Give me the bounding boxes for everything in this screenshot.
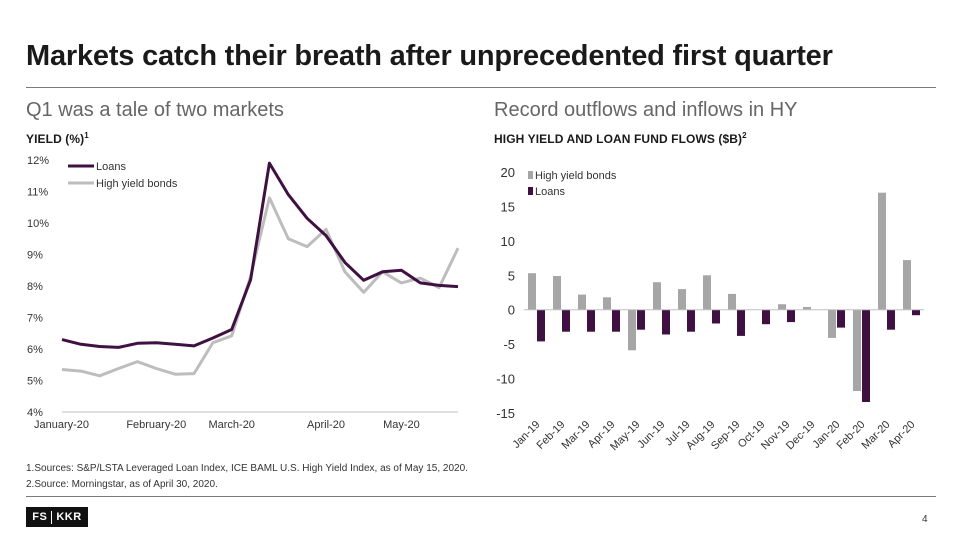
fund-flows-bar-chart: -15-10-505101520Jan-19Feb-19Mar-19Apr-19… xyxy=(496,165,924,453)
y-tick-label: 5% xyxy=(27,376,43,388)
x-tick-label: Apr-20 xyxy=(886,419,918,451)
hy-bar xyxy=(528,273,536,310)
x-tick-label: Jun-19 xyxy=(635,419,667,451)
legend-label: High yield bonds xyxy=(96,178,178,190)
footnotes: 1.Sources: S&P/LSTA Leveraged Loan Index… xyxy=(26,461,468,493)
hy-bar xyxy=(853,309,861,391)
y-tick-label: 0 xyxy=(508,303,515,318)
yield-line-chart: 4% 5% 6% 7% 8% 9% 10% 11% 12% January-20 February-… xyxy=(27,155,460,431)
x-tick-label: Mar-20 xyxy=(859,419,892,452)
loans-bar xyxy=(912,309,920,316)
x-tick-label: May-20 xyxy=(383,419,420,431)
left-subtitle: Q1 was a tale of two markets xyxy=(26,99,284,121)
hy-bar xyxy=(628,309,636,351)
hy-bar xyxy=(553,276,561,310)
hy-bar xyxy=(778,304,786,310)
left-caption-text: YIELD (%) xyxy=(26,132,85,146)
loans-bar xyxy=(562,309,570,332)
hy-bar xyxy=(678,289,686,310)
footnote-2: 2.Source: Morningstar, as of April 30, 2… xyxy=(26,479,218,490)
y-tick-label: 12% xyxy=(27,155,49,167)
left-caption-footnote-ref: 1 xyxy=(84,131,89,140)
y-tick-label: 10% xyxy=(27,218,49,230)
logo-separator xyxy=(51,510,53,524)
y-tick-label: 4% xyxy=(27,407,43,419)
y-tick-label: -15 xyxy=(496,406,515,421)
loans-line xyxy=(61,161,459,349)
loans-bar xyxy=(737,309,745,336)
legend-label: High yield bonds xyxy=(535,170,617,182)
y-tick-label: -10 xyxy=(496,372,515,387)
loans-bar xyxy=(637,309,645,330)
loans-bar xyxy=(662,309,670,335)
page-number: 4 xyxy=(922,514,928,525)
page-title: Markets catch their breath after unprece… xyxy=(26,40,833,72)
loans-bar xyxy=(887,309,895,330)
y-tick-label: 8% xyxy=(27,281,43,293)
x-tick-label: February-20 xyxy=(126,419,186,431)
legend-label: Loans xyxy=(535,186,565,198)
left-chart-caption: YIELD (%)1 xyxy=(26,131,89,146)
hy-bar xyxy=(728,293,736,310)
hy-bar xyxy=(653,282,661,310)
right-caption-footnote-ref: 2 xyxy=(742,131,747,140)
y-tick-label: 6% xyxy=(27,344,43,356)
y-tick-label: 11% xyxy=(27,187,48,199)
x-tick-label: April-20 xyxy=(307,419,345,431)
hy-bar xyxy=(578,294,586,310)
loans-bar xyxy=(862,309,870,402)
high-yield-line xyxy=(61,196,460,378)
loans-bar xyxy=(837,309,845,328)
loans-bar xyxy=(587,309,595,332)
y-tick-label: 10 xyxy=(501,234,515,249)
logo-text-kkr: KKR xyxy=(56,511,82,523)
x-tick-label: March-20 xyxy=(208,419,254,431)
loans-bar xyxy=(612,309,620,332)
fs-kkr-logo: FS KKR xyxy=(26,507,88,527)
x-tick-label: January-20 xyxy=(34,419,89,431)
loans-bar xyxy=(712,309,720,324)
hy-bar xyxy=(803,307,811,310)
y-tick-label: 20 xyxy=(501,165,515,180)
loans-bar xyxy=(762,309,770,325)
hy-bar xyxy=(903,260,911,310)
hy-bar xyxy=(703,275,711,310)
footnote-1: 1.Sources: S&P/LSTA Leveraged Loan Index… xyxy=(26,463,468,474)
right-chart-caption: HIGH YIELD AND LOAN FUND FLOWS ($B)2 xyxy=(494,131,747,146)
y-tick-label: 5 xyxy=(508,268,515,283)
hy-bar xyxy=(603,297,611,310)
hy-bar xyxy=(878,192,886,310)
y-tick-label: 9% xyxy=(27,250,43,262)
x-tick-label: Mar-19 xyxy=(559,419,592,452)
footer-divider xyxy=(26,496,936,497)
hy-bar xyxy=(828,309,836,338)
y-tick-label: 15 xyxy=(501,199,515,214)
right-subtitle: Record outflows and inflows in HY xyxy=(494,99,798,121)
logo-text-fs: FS xyxy=(32,511,48,523)
legend-swatch xyxy=(528,187,533,195)
y-tick-label: -5 xyxy=(503,337,515,352)
loans-bar xyxy=(687,309,695,332)
y-tick-label: 7% xyxy=(27,313,43,325)
legend-swatch xyxy=(528,171,533,179)
right-caption-text: HIGH YIELD AND LOAN FUND FLOWS ($B) xyxy=(494,132,743,146)
loans-bar xyxy=(537,309,545,342)
title-divider xyxy=(26,87,936,88)
legend-label: Loans xyxy=(96,161,126,173)
loans-bar xyxy=(787,309,795,323)
